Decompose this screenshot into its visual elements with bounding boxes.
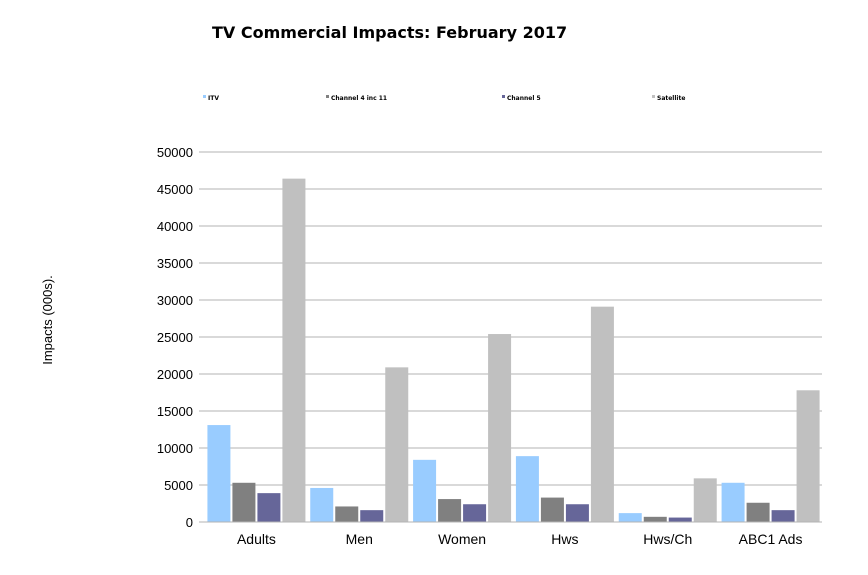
bar-channel-5-hws	[565, 504, 589, 522]
y-tick-label: 50000	[157, 145, 193, 160]
bar-channel-4-inc-11-men	[335, 506, 359, 522]
gridlines	[205, 151, 822, 486]
bar-channel-5-adults	[257, 493, 281, 522]
bar-itv-hws	[515, 456, 539, 522]
bar-itv-women	[413, 459, 437, 522]
bar-itv-men	[310, 487, 334, 522]
bar-channel-5-hws-ch	[668, 517, 692, 522]
bar-channel-5-women	[463, 504, 487, 522]
legend-swatch	[502, 95, 505, 98]
x-category-label: ABC1 Ads	[739, 531, 803, 547]
x-axis-labels: Adults Men Women Hws Hws/Ch ABC1 Ads	[237, 531, 803, 547]
bar-itv-hws-ch	[618, 513, 642, 522]
y-tick-label: 45000	[157, 182, 193, 197]
legend-swatch	[652, 95, 655, 98]
bar-itv-abc1-ads	[721, 482, 745, 522]
y-axis-label: Impacts (000s).	[40, 275, 55, 365]
y-tick-label: 15000	[157, 404, 193, 419]
legend-label: ITV	[208, 95, 219, 102]
bars	[207, 178, 820, 522]
legend: ITV Channel 4 inc 11 Channel 5 Satellite	[203, 95, 685, 102]
legend-swatch	[326, 95, 329, 98]
y-tick-label: 0	[186, 515, 193, 530]
bar-channel-4-inc-11-women	[438, 499, 462, 522]
legend-label: Channel 5	[507, 95, 541, 102]
bar-channel-5-abc1-ads	[771, 510, 795, 522]
legend-label: Channel 4 inc 11	[331, 95, 387, 102]
x-category-label: Women	[438, 531, 486, 547]
y-tick-label: 40000	[157, 219, 193, 234]
x-category-label: Hws	[551, 531, 578, 547]
bar-satellite-hws-ch	[693, 478, 717, 522]
y-tick-label: 25000	[157, 330, 193, 345]
bar-channel-4-inc-11-abc1-ads	[746, 502, 770, 522]
legend-swatch	[203, 95, 206, 98]
chart-title: TV Commercial Impacts: February 2017	[212, 23, 567, 42]
y-tick-label: 35000	[157, 256, 193, 271]
bar-channel-5-men	[360, 510, 384, 522]
bar-satellite-hws	[590, 306, 614, 522]
x-category-label: Adults	[237, 531, 276, 547]
y-tick-label: 30000	[157, 293, 193, 308]
y-tick-label: 10000	[157, 441, 193, 456]
x-category-label: Men	[346, 531, 373, 547]
bar-channel-4-inc-11-adults	[232, 482, 256, 522]
bar-satellite-abc1-ads	[796, 390, 820, 522]
x-category-label: Hws/Ch	[643, 531, 692, 547]
bar-channel-4-inc-11-hws-ch	[643, 516, 667, 522]
y-axis-ticks: 0 5000 10000 15000 20000 25000 30000 35000 40000…	[157, 145, 205, 530]
y-tick-label: 5000	[164, 478, 193, 493]
bar-channel-4-inc-11-hws	[540, 497, 564, 522]
legend-label: Satellite	[657, 95, 685, 102]
bar-itv-adults	[207, 425, 231, 522]
bar-satellite-men	[385, 367, 409, 522]
bar-satellite-adults	[282, 178, 306, 522]
bar-satellite-women	[488, 334, 512, 522]
y-tick-label: 20000	[157, 367, 193, 382]
